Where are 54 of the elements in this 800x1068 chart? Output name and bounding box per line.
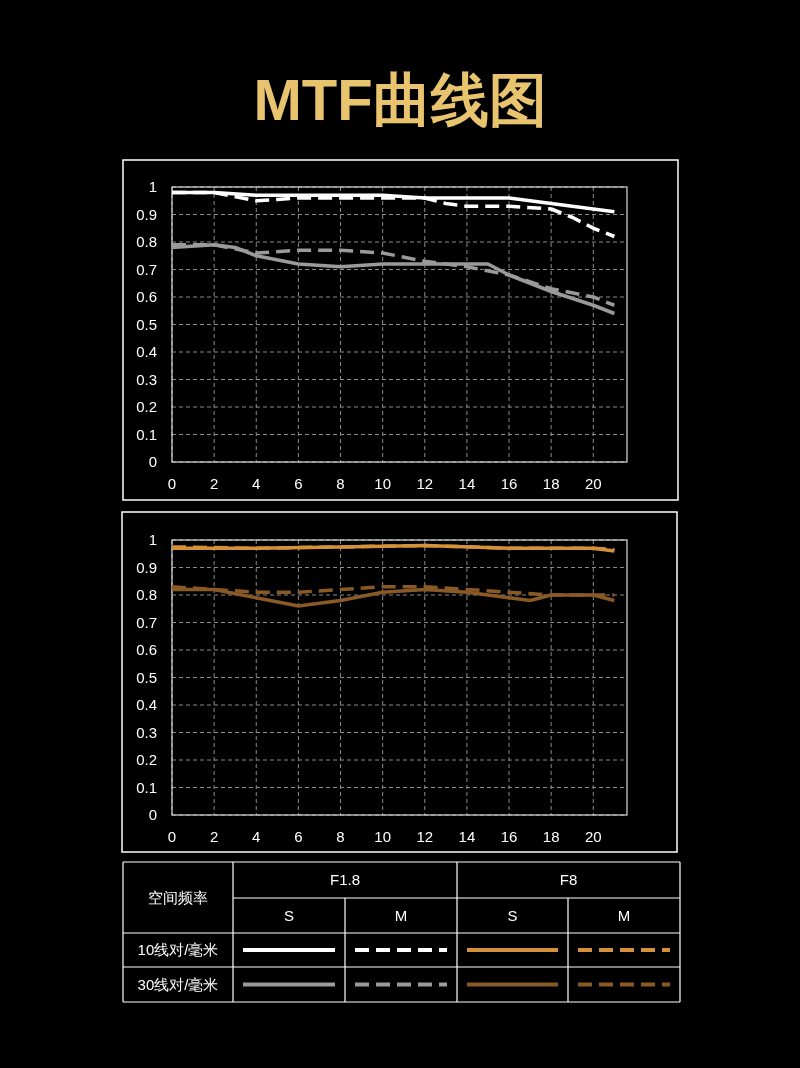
y-tick-label: 0.3 bbox=[136, 370, 157, 388]
y-tick-label: 0 bbox=[148, 453, 157, 470]
x-tick-label: 12 bbox=[416, 828, 434, 845]
y-tick-label: 0.1 bbox=[136, 778, 157, 796]
x-tick-label: 18 bbox=[542, 475, 560, 492]
y-tick-label: 0.9 bbox=[136, 558, 157, 576]
y-tick-label: 0.7 bbox=[136, 613, 157, 631]
y-tick-label: 0.3 bbox=[136, 723, 157, 741]
x-tick-label: 20 bbox=[584, 828, 602, 845]
x-tick-label: 2 bbox=[209, 475, 219, 492]
x-tick-label: 8 bbox=[336, 475, 345, 492]
x-tick-label: 14 bbox=[458, 828, 476, 845]
y-tick-label: 0 bbox=[148, 806, 157, 823]
x-tick-label: 0 bbox=[167, 828, 177, 845]
x-tick-label: 6 bbox=[294, 828, 303, 845]
x-tick-label: 10 bbox=[374, 828, 391, 845]
x-tick-label: 12 bbox=[416, 475, 434, 492]
y-tick-label: 0.5 bbox=[136, 315, 157, 333]
y-tick-label: 0.1 bbox=[136, 425, 157, 443]
y-tick-label: 0.6 bbox=[136, 288, 157, 305]
y-tick-label: 0.8 bbox=[136, 233, 157, 250]
text: M bbox=[617, 906, 631, 924]
y-tick-label: 0.8 bbox=[136, 586, 157, 603]
x-tick-label: 4 bbox=[252, 475, 261, 492]
x-tick-label: 14 bbox=[458, 475, 476, 492]
x-tick-label: 0 bbox=[167, 475, 177, 492]
x-tick-label: 6 bbox=[294, 475, 303, 492]
text: S bbox=[507, 906, 518, 924]
x-tick-label: 8 bbox=[336, 828, 345, 845]
y-tick-label: 0.7 bbox=[136, 260, 157, 278]
chart-title: MTF曲线图 bbox=[253, 67, 547, 132]
x-tick-label: 10 bbox=[374, 475, 391, 492]
x-tick-label: 4 bbox=[252, 828, 261, 845]
y-tick-label: 1 bbox=[148, 531, 157, 548]
text: 空间频率 bbox=[148, 888, 208, 906]
y-tick-label: 0.4 bbox=[136, 343, 157, 360]
text: M bbox=[394, 906, 408, 924]
y-tick-label: 0.4 bbox=[136, 696, 157, 713]
y-tick-label: 0.9 bbox=[136, 205, 157, 223]
text: S bbox=[283, 906, 295, 924]
x-tick-label: 2 bbox=[209, 828, 219, 845]
x-tick-label: 20 bbox=[584, 475, 602, 492]
y-tick-label: 0.2 bbox=[136, 398, 157, 415]
y-tick-label: 0.2 bbox=[136, 751, 157, 768]
x-tick-label: 18 bbox=[542, 828, 560, 845]
text: 30线对/毫米 bbox=[137, 975, 219, 993]
y-tick-label: 1 bbox=[148, 178, 157, 195]
x-tick-label: 16 bbox=[500, 828, 518, 845]
x-tick-label: 16 bbox=[500, 475, 518, 492]
text: F8 bbox=[559, 871, 578, 888]
text: 10线对/毫米 bbox=[137, 941, 219, 958]
text: F1.8 bbox=[329, 871, 361, 888]
y-tick-label: 0.5 bbox=[136, 668, 157, 686]
y-tick-label: 0.6 bbox=[136, 641, 157, 658]
